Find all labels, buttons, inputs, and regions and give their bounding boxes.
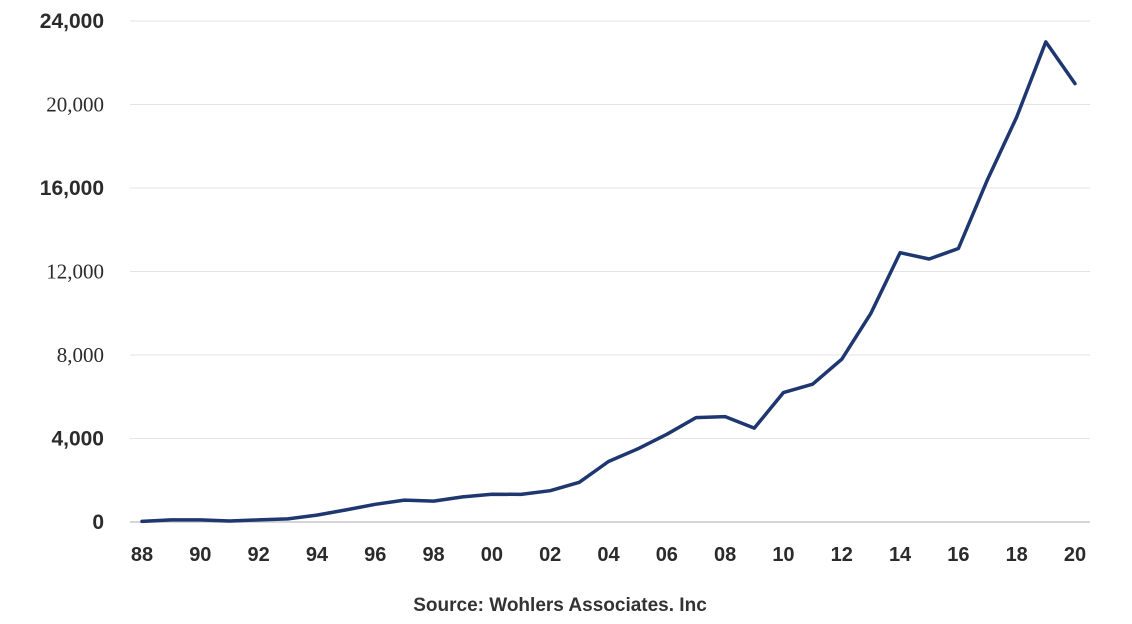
y-tick-label: 12,000 — [46, 260, 104, 284]
x-tick-label: 08 — [714, 544, 736, 566]
x-axis-ticks: 88 90 92 94 96 98 00 02 04 06 08 10 12 14 16 18 20 — [131, 544, 1086, 566]
y-tick-label: 16,000 — [40, 177, 104, 200]
series-layer — [140, 40, 1077, 524]
y-tick-label: 20,000 — [46, 93, 104, 117]
x-tick-label: 96 — [364, 544, 386, 566]
x-tick-label: 02 — [539, 544, 561, 566]
y-axis-ticks: 0 4,000 8,000 12,000 16,000 20,000 24,000 — [40, 10, 104, 534]
x-tick-label: 20 — [1064, 544, 1086, 566]
grid-lines — [130, 20, 1090, 523]
x-tick-label: 00 — [481, 544, 503, 566]
y-tick-label: 8,000 — [57, 343, 104, 367]
x-tick-label: 88 — [131, 544, 153, 566]
y-tick-label: 0 — [92, 511, 104, 534]
x-tick-label: 92 — [248, 544, 270, 566]
source-note: Source: Wohlers Associates. Inc — [413, 595, 707, 616]
x-tick-label: 16 — [947, 544, 969, 566]
x-tick-label: 06 — [656, 544, 678, 566]
x-tick-label: 94 — [306, 544, 329, 566]
y-tick-label: 24,000 — [40, 10, 104, 33]
series-line — [140, 40, 1077, 524]
x-tick-label: 10 — [772, 544, 794, 566]
x-tick-label: 12 — [831, 544, 853, 566]
x-tick-label: 90 — [189, 544, 211, 566]
x-tick-label: 04 — [597, 544, 620, 566]
x-tick-label: 18 — [1006, 544, 1028, 566]
y-tick-label: 4,000 — [51, 428, 104, 451]
x-tick-label: 14 — [889, 544, 912, 566]
x-tick-label: 98 — [422, 544, 444, 566]
